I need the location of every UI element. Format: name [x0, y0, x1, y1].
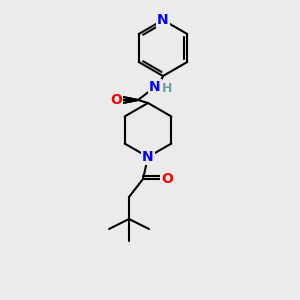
Text: O: O: [110, 93, 122, 107]
Text: N: N: [149, 80, 161, 94]
Text: O: O: [161, 172, 173, 186]
Text: N: N: [142, 150, 154, 164]
Text: N: N: [157, 13, 169, 27]
Text: H: H: [162, 82, 172, 94]
